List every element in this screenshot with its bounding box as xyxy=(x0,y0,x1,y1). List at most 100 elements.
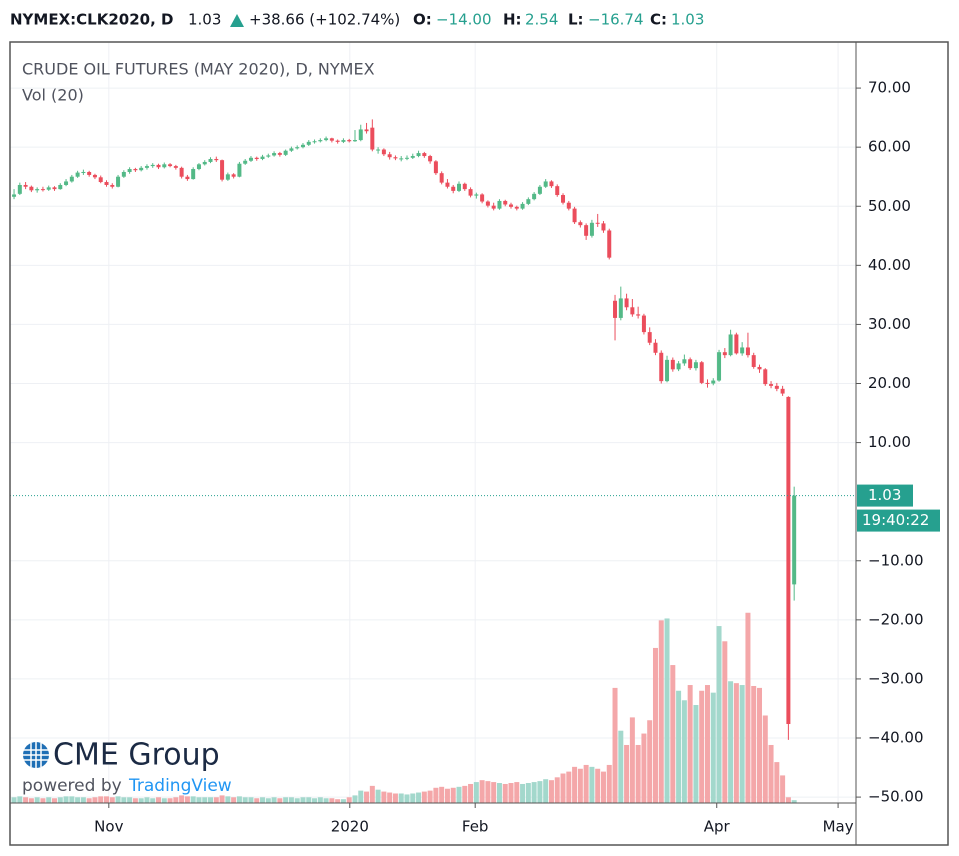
volume-bar xyxy=(693,705,699,803)
candle-body xyxy=(225,174,230,180)
candle-body xyxy=(572,208,577,223)
volume-bar xyxy=(283,797,289,803)
volume-bar xyxy=(312,798,318,803)
x-tick-label: Apr xyxy=(704,818,731,836)
volume-bar xyxy=(704,685,710,803)
candle-body xyxy=(786,396,791,725)
last: 1.03 xyxy=(188,11,221,29)
volume-bar xyxy=(294,798,300,803)
volume-bar xyxy=(23,797,29,803)
candle-body xyxy=(283,150,288,155)
candle-body xyxy=(410,156,415,158)
volume-bar xyxy=(531,782,537,803)
volume-bar xyxy=(28,798,34,803)
volume-bar xyxy=(202,797,208,803)
volume-bar xyxy=(462,785,468,803)
candle-body xyxy=(491,205,496,209)
candle-body xyxy=(243,160,248,164)
candle-body xyxy=(110,184,115,187)
candle-body xyxy=(179,167,184,177)
candle-body xyxy=(532,193,537,200)
volume-bar xyxy=(300,797,306,803)
logo-provider: TradingView xyxy=(128,776,232,796)
volume-bar xyxy=(444,788,450,803)
volume-bar xyxy=(352,795,358,803)
candle-body xyxy=(202,161,207,165)
candle-body xyxy=(40,189,45,191)
candle-body xyxy=(266,155,271,157)
candle-body xyxy=(300,144,305,148)
low-label: L: xyxy=(568,11,584,29)
frame xyxy=(9,41,949,846)
volume-bar xyxy=(548,780,554,803)
candle-body xyxy=(150,164,155,167)
volume-bar xyxy=(745,612,751,803)
candle-body xyxy=(584,225,589,236)
candle-body xyxy=(745,347,750,356)
volume-bar xyxy=(132,798,138,803)
volume-bar xyxy=(618,730,624,803)
volume-bar xyxy=(560,773,566,803)
volume-bar xyxy=(190,796,196,803)
candle-body xyxy=(191,169,196,180)
logo: CME Group powered by TradingView xyxy=(22,738,232,797)
volume-bar xyxy=(658,620,664,803)
candle-body xyxy=(497,200,502,209)
candle-body xyxy=(185,176,190,180)
candle-body xyxy=(358,129,363,141)
volume-bar xyxy=(554,777,560,803)
volume-bar xyxy=(46,797,52,803)
y-tick-label: 40.00 xyxy=(868,256,911,274)
volume-bar xyxy=(768,744,774,803)
volume-bar xyxy=(69,796,75,803)
volume-bar xyxy=(40,798,46,803)
candle-body xyxy=(168,164,173,167)
candle-body xyxy=(312,141,317,143)
volume-bar xyxy=(774,762,780,803)
y-tick-label: 60.00 xyxy=(868,138,911,156)
volume-bar xyxy=(728,681,734,803)
high-value: 2.54 xyxy=(525,11,558,29)
volume-bar xyxy=(421,791,427,803)
volume-bar xyxy=(375,789,381,803)
volume-bar xyxy=(260,797,266,803)
candle-body xyxy=(485,201,490,206)
candle-body xyxy=(370,127,375,150)
volume-bar xyxy=(514,782,520,803)
candle-body xyxy=(647,332,652,343)
candle-body xyxy=(248,157,253,161)
candle-body xyxy=(416,153,421,157)
y-tick-label: 10.00 xyxy=(868,433,911,451)
volume-bar xyxy=(387,792,393,803)
volume-bar xyxy=(17,796,23,803)
candle-body xyxy=(751,355,756,367)
volume-bar xyxy=(676,690,682,803)
candle-body xyxy=(214,158,219,161)
volume-bar xyxy=(225,796,231,803)
candle-body xyxy=(156,164,161,168)
volume-bar xyxy=(121,797,127,803)
y-tick-label: 70.00 xyxy=(868,79,911,97)
candle-body xyxy=(561,195,566,203)
candle-body xyxy=(792,495,797,585)
volume-bar xyxy=(364,791,370,803)
candle-body xyxy=(769,384,774,386)
candle-body xyxy=(208,158,213,162)
candle-body xyxy=(87,171,92,175)
volume-bar xyxy=(156,797,162,803)
candle-body xyxy=(555,186,560,196)
y-tick-label: 50.00 xyxy=(868,197,911,215)
y-tick-label: −40.00 xyxy=(868,729,924,747)
volume-bar xyxy=(306,797,312,803)
volume-bar xyxy=(496,783,502,803)
volume-bar xyxy=(733,683,739,803)
volume-bar xyxy=(369,785,375,803)
candle-body xyxy=(566,202,571,209)
candle-body xyxy=(98,177,103,183)
candle-body xyxy=(468,189,473,196)
volume-bar xyxy=(699,690,705,803)
up-arrow xyxy=(230,14,244,27)
candle-body xyxy=(780,388,785,394)
candle-body xyxy=(740,347,745,354)
